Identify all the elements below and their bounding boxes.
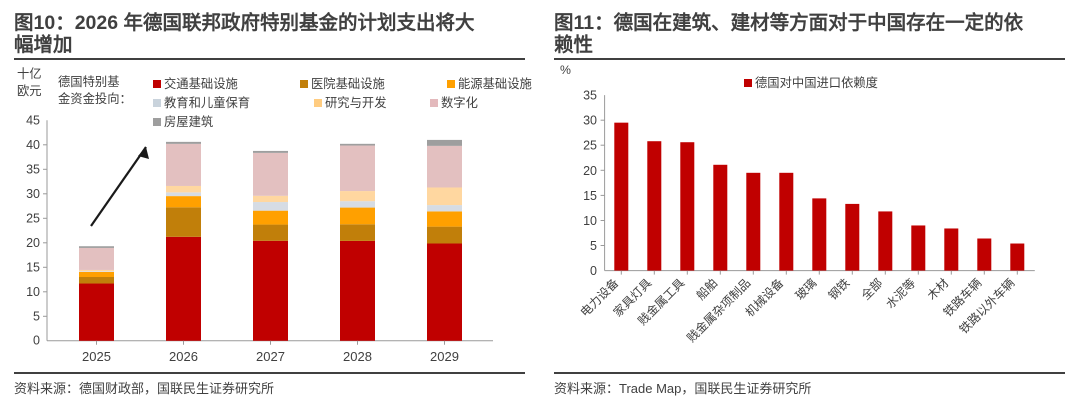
svg-text:30: 30	[583, 114, 597, 128]
svg-text:玻璃: 玻璃	[793, 276, 820, 303]
svg-text:35: 35	[583, 89, 597, 103]
svg-text:20: 20	[26, 236, 40, 250]
svg-text:能源基础设施: 能源基础设施	[458, 77, 532, 91]
svg-text:45: 45	[26, 114, 40, 128]
svg-text:全部: 全部	[858, 275, 886, 303]
svg-text:5: 5	[590, 239, 597, 253]
svg-text:2028: 2028	[343, 349, 372, 364]
svg-text:2029: 2029	[430, 349, 459, 364]
svg-text:德国对中国进口依赖度: 德国对中国进口依赖度	[755, 75, 878, 90]
svg-text:25: 25	[26, 212, 40, 226]
svg-text:15: 15	[26, 261, 40, 275]
svg-text:钢铁: 钢铁	[826, 276, 853, 303]
svg-text:欧元: 欧元	[17, 84, 42, 98]
svg-text:10: 10	[583, 214, 597, 228]
svg-text:水泥等: 水泥等	[883, 276, 918, 311]
svg-text:10: 10	[26, 285, 40, 299]
svg-text:30: 30	[26, 187, 40, 201]
svg-text:%: %	[560, 63, 571, 77]
svg-text:船舶: 船舶	[693, 275, 721, 303]
svg-text:金资金投向：: 金资金投向：	[58, 91, 132, 106]
svg-text:0: 0	[33, 334, 40, 348]
svg-text:25: 25	[583, 139, 597, 153]
svg-text:5: 5	[33, 310, 40, 324]
svg-text:交通基础设施: 交通基础设施	[164, 76, 238, 91]
svg-text:医院基础设施: 医院基础设施	[311, 77, 385, 91]
svg-text:40: 40	[26, 138, 40, 152]
svg-text:0: 0	[590, 264, 597, 278]
svg-text:十亿: 十亿	[17, 66, 42, 81]
svg-text:研究与开发: 研究与开发	[325, 95, 387, 110]
svg-text:20: 20	[583, 164, 597, 178]
svg-text:房屋建筑: 房屋建筑	[164, 114, 213, 129]
svg-text:15: 15	[583, 189, 597, 203]
svg-text:德国特别基: 德国特别基	[58, 74, 120, 89]
svg-text:2027: 2027	[256, 349, 285, 364]
svg-text:木材: 木材	[925, 276, 952, 303]
svg-text:35: 35	[26, 163, 40, 177]
svg-text:数字化: 数字化	[441, 95, 478, 110]
svg-text:2026: 2026	[169, 349, 198, 364]
svg-text:教育和儿童保育: 教育和儿童保育	[164, 95, 250, 110]
svg-text:2025: 2025	[82, 349, 111, 364]
